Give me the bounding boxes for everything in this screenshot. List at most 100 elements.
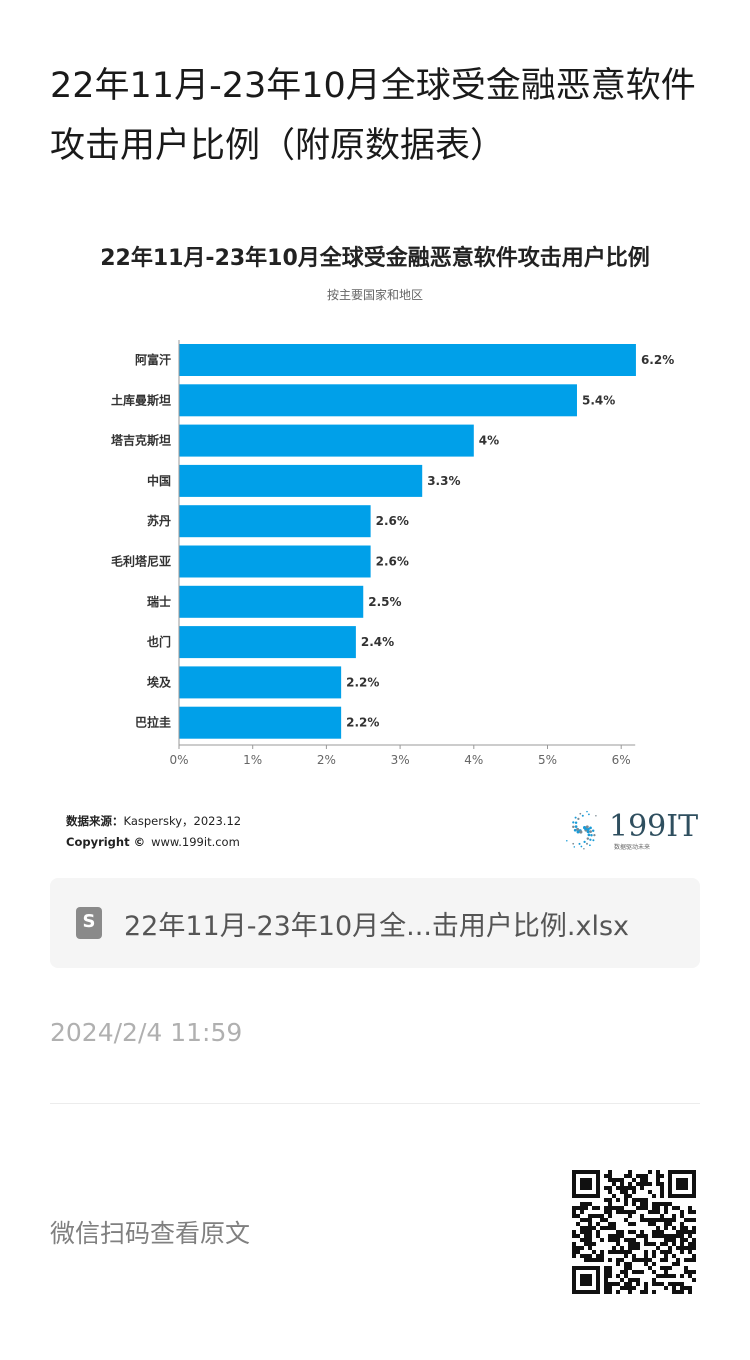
qr-module xyxy=(584,1238,588,1242)
qr-module xyxy=(576,1214,580,1218)
qr-module xyxy=(596,1234,600,1238)
qr-module xyxy=(616,1258,620,1262)
qr-module xyxy=(668,1250,672,1254)
qr-module xyxy=(584,1230,588,1234)
qr-module xyxy=(608,1170,612,1174)
qr-module xyxy=(664,1202,668,1206)
logo-dots-icon xyxy=(566,810,597,850)
qr-module xyxy=(660,1214,664,1218)
qr-module xyxy=(588,1234,592,1238)
source-line: 数据来源：Kaspersky，2023.12 xyxy=(66,814,241,828)
qr-module xyxy=(660,1230,664,1234)
source-value: Kaspersky，2023.12 xyxy=(124,814,242,828)
qr-module xyxy=(628,1242,632,1246)
qr-module xyxy=(684,1226,688,1230)
qr-module xyxy=(660,1282,664,1286)
qr-module xyxy=(624,1282,628,1286)
qr-module xyxy=(664,1274,668,1278)
qr-module xyxy=(680,1282,684,1286)
logo-dot xyxy=(586,827,590,831)
value-label: 2.2% xyxy=(346,716,379,730)
qr-module xyxy=(652,1282,656,1286)
qr-module xyxy=(640,1270,644,1274)
qr-module xyxy=(608,1198,612,1202)
qr-module xyxy=(636,1282,640,1286)
qr-module xyxy=(616,1290,620,1294)
qr-module xyxy=(644,1290,648,1294)
qr-module xyxy=(688,1230,692,1234)
qr-module xyxy=(608,1214,612,1218)
logo-dot xyxy=(590,834,593,837)
qr-module xyxy=(656,1182,660,1186)
qr-module xyxy=(628,1174,632,1178)
logo-dot xyxy=(583,840,586,844)
qr-module xyxy=(604,1270,608,1274)
qr-module xyxy=(624,1186,628,1190)
logo-dot xyxy=(589,838,592,841)
qr-module xyxy=(624,1210,628,1214)
qr-module xyxy=(624,1198,628,1202)
qr-module xyxy=(580,1226,584,1230)
qr-module xyxy=(580,1218,584,1222)
category-label: 埃及 xyxy=(147,674,172,689)
qr-module xyxy=(692,1254,696,1258)
attachment-name[interactable]: 22年11月-23年10月全...击用户比例.xlsx xyxy=(124,910,630,942)
qr-module xyxy=(632,1286,636,1290)
qr-module xyxy=(644,1174,648,1178)
qr-module xyxy=(604,1226,608,1230)
qr-module xyxy=(616,1262,620,1266)
qr-module xyxy=(584,1254,588,1258)
qr-module xyxy=(620,1206,624,1210)
qr-module xyxy=(640,1202,644,1206)
qr-module xyxy=(620,1286,624,1290)
qr-module xyxy=(668,1218,672,1222)
qr-module xyxy=(680,1222,684,1226)
qr-module xyxy=(672,1286,676,1290)
qr-module xyxy=(624,1274,628,1278)
qr-module xyxy=(588,1242,592,1246)
qr-module xyxy=(604,1218,608,1222)
qr-code[interactable] xyxy=(572,1170,696,1294)
chart-svg: 22年11月-23年10月全球受金融恶意软件攻击用户比例 按主要国家和地区 阿富… xyxy=(66,245,698,851)
qr-module xyxy=(668,1266,672,1270)
qr-module xyxy=(620,1230,624,1234)
logo-dot xyxy=(583,848,585,850)
qr-module xyxy=(684,1246,688,1250)
logo-dot xyxy=(595,814,597,817)
qr-module xyxy=(580,1202,584,1206)
qr-module xyxy=(596,1222,600,1226)
qr-module xyxy=(572,1210,576,1214)
logo-dot xyxy=(585,825,589,829)
qr-module xyxy=(668,1246,672,1250)
qr-module xyxy=(656,1174,660,1178)
qr-module xyxy=(616,1206,620,1210)
logo-dot xyxy=(591,829,595,833)
qr-module xyxy=(632,1278,636,1282)
qr-module xyxy=(656,1206,660,1210)
qr-module xyxy=(680,1246,684,1250)
qr-module xyxy=(640,1174,644,1178)
qr-module xyxy=(600,1250,604,1254)
qr-module xyxy=(688,1210,692,1214)
logo-text: 199IT xyxy=(609,809,698,844)
qr-module xyxy=(608,1234,612,1238)
qr-module xyxy=(612,1206,616,1210)
qr-module xyxy=(604,1198,608,1202)
qr-module xyxy=(656,1282,660,1286)
qr-module xyxy=(680,1274,684,1278)
category-label: 巴拉圭 xyxy=(135,715,171,730)
qr-module xyxy=(688,1234,692,1238)
logo-dot xyxy=(579,812,582,815)
qr-module xyxy=(576,1234,580,1238)
qr-module xyxy=(616,1210,620,1214)
attachment-card[interactable]: S 22年11月-23年10月全...击用户比例.xlsx xyxy=(50,878,700,968)
qr-module xyxy=(692,1258,696,1262)
qr-module xyxy=(660,1186,664,1190)
qr-module xyxy=(668,1234,672,1238)
qr-module xyxy=(620,1258,624,1262)
qr-module xyxy=(608,1226,612,1230)
qr-module xyxy=(660,1266,664,1270)
qr-module xyxy=(672,1274,676,1278)
logo-dot xyxy=(572,842,575,845)
qr-module xyxy=(652,1222,656,1226)
